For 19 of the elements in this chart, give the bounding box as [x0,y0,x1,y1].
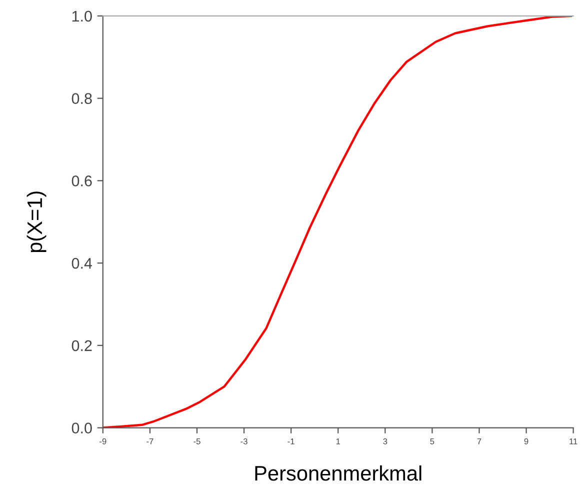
y-tick-label: 0.6 [72,176,92,186]
x-tick-label: 1 [336,438,340,444]
y-tick-label: 0.4 [72,258,92,269]
x-tick-label: -1 [288,438,294,444]
x-tick-label: 3 [383,438,388,444]
y-tick-label: 0.8 [72,93,92,104]
y-axis-title: p(X=1) [26,192,46,252]
x-tick-label: 7 [477,438,482,444]
x-tick-label: 5 [430,438,434,444]
x-tick-label: -5 [194,438,200,444]
x-axis-title: Personenmerkmal [255,465,422,481]
x-tick-label: 11 [570,438,578,444]
x-tick-label: -7 [146,438,154,444]
y-tick-label: 0.2 [72,340,92,352]
y-tick-label: 0.0 [72,422,92,434]
x-tick-label: 9 [524,438,528,444]
x-tick-label: -3 [240,438,248,444]
y-tick-label: 1.0 [72,10,92,22]
x-tick-label: -9 [100,438,106,444]
